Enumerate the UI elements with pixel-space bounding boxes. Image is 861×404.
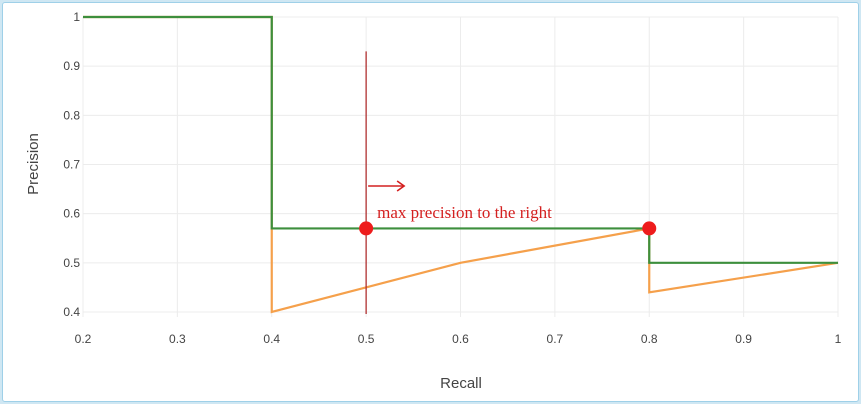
x-tick-label: 0.8 bbox=[641, 332, 658, 346]
y-tick-label: 0.5 bbox=[63, 256, 80, 270]
y-tick-label: 0.7 bbox=[63, 158, 80, 172]
y-tick-label: 1 bbox=[73, 10, 80, 24]
highlight-point bbox=[642, 221, 657, 236]
x-tick-label: 0.4 bbox=[263, 332, 280, 346]
annotation-label: max precision to the right bbox=[377, 203, 552, 222]
y-tick-label: 0.6 bbox=[63, 207, 80, 221]
highlight-point bbox=[359, 221, 374, 236]
x-tick-label: 0.5 bbox=[358, 332, 375, 346]
grid bbox=[82, 16, 839, 317]
x-tick-label: 0.6 bbox=[452, 332, 469, 346]
x-tick-label: 0.3 bbox=[169, 332, 186, 346]
tick-labels: 0.2 0.3 0.4 0.5 0.6 0.7 0.8 0.9 1 0.4 0.5 0.6 0.7 0.8… bbox=[63, 10, 841, 346]
x-tick-label: 0.9 bbox=[735, 332, 752, 346]
x-tick-label: 0.7 bbox=[547, 332, 564, 346]
series-lines bbox=[83, 15, 839, 314]
annotations: max precision to the right bbox=[359, 51, 657, 314]
y-tick-label: 0.4 bbox=[63, 305, 80, 319]
interpolated-precision-curve bbox=[83, 15, 838, 264]
x-tick-label: 1 bbox=[835, 332, 842, 346]
x-tick-label: 0.2 bbox=[75, 332, 92, 346]
y-axis-title: Precision bbox=[25, 133, 42, 195]
y-tick-label: 0.9 bbox=[63, 59, 80, 73]
arrow-head-icon bbox=[396, 180, 406, 192]
x-axis-title: Recall bbox=[440, 375, 482, 392]
y-tick-label: 0.8 bbox=[63, 108, 80, 122]
